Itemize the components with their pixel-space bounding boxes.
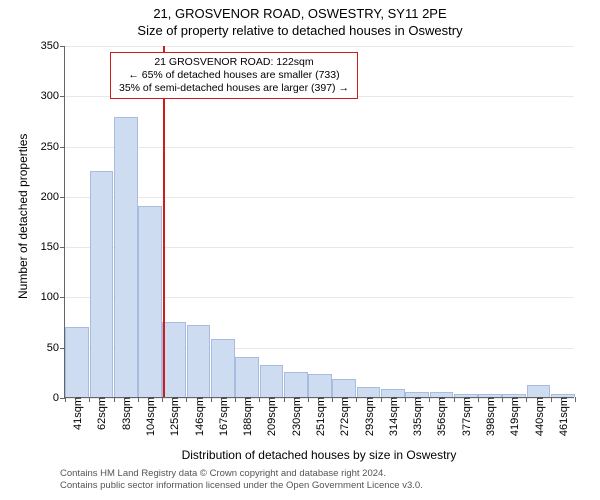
ytick-label: 150 bbox=[41, 241, 65, 253]
ytick-label: 250 bbox=[41, 141, 65, 153]
xtick-label: 272sqm bbox=[337, 397, 351, 436]
xtick-label: 293sqm bbox=[362, 397, 376, 436]
gridline bbox=[65, 46, 574, 47]
xtick-label: 419sqm bbox=[507, 397, 521, 436]
xtick-label: 440sqm bbox=[532, 397, 546, 436]
xtick-label: 83sqm bbox=[119, 397, 133, 430]
xtick-label: 125sqm bbox=[167, 397, 181, 436]
histogram-bar bbox=[381, 389, 405, 397]
ytick-label: 300 bbox=[41, 90, 65, 102]
xtick-label: 314sqm bbox=[386, 397, 400, 436]
histogram-bar bbox=[90, 171, 114, 397]
footer-line1: Contains HM Land Registry data © Crown c… bbox=[60, 468, 423, 480]
ytick-label: 100 bbox=[41, 291, 65, 303]
xtick-mark bbox=[356, 397, 357, 402]
histogram-bar bbox=[211, 339, 235, 397]
xtick-label: 230sqm bbox=[289, 397, 303, 436]
histogram-bar bbox=[527, 385, 551, 397]
histogram-bar bbox=[114, 117, 138, 397]
footer-line2: Contains public sector information licen… bbox=[60, 480, 423, 492]
chart-title-main: 21, GROSVENOR ROAD, OSWESTRY, SY11 2PE bbox=[0, 0, 600, 21]
xtick-mark bbox=[308, 397, 309, 402]
ytick-label: 200 bbox=[41, 191, 65, 203]
histogram-bar bbox=[65, 327, 89, 397]
xtick-label: 41sqm bbox=[70, 397, 84, 430]
xtick-mark bbox=[284, 397, 285, 402]
xtick-label: 146sqm bbox=[192, 397, 206, 436]
xtick-label: 62sqm bbox=[94, 397, 108, 430]
annotation-line: 21 GROSVENOR ROAD: 122sqm bbox=[119, 56, 349, 69]
histogram-bar bbox=[162, 322, 186, 397]
xtick-mark bbox=[138, 397, 139, 402]
footer-attribution: Contains HM Land Registry data © Crown c… bbox=[60, 468, 423, 493]
xtick-mark bbox=[259, 397, 260, 402]
annotation-line: ← 65% of detached houses are smaller (73… bbox=[119, 69, 349, 82]
gridline bbox=[65, 197, 574, 198]
ytick-label: 350 bbox=[41, 40, 65, 52]
chart-title-sub: Size of property relative to detached ho… bbox=[0, 21, 600, 38]
xtick-mark bbox=[478, 397, 479, 402]
histogram-bar bbox=[235, 357, 259, 397]
xtick-label: 377sqm bbox=[459, 397, 473, 436]
xtick-mark bbox=[526, 397, 527, 402]
xtick-mark bbox=[65, 397, 66, 402]
histogram-bar bbox=[138, 206, 162, 397]
ytick-label: 0 bbox=[53, 392, 65, 404]
xtick-mark bbox=[381, 397, 382, 402]
ytick-label: 50 bbox=[47, 342, 65, 354]
x-axis-label: Distribution of detached houses by size … bbox=[64, 448, 574, 462]
histogram-bar bbox=[308, 374, 332, 397]
xtick-mark bbox=[186, 397, 187, 402]
xtick-label: 461sqm bbox=[556, 397, 570, 436]
xtick-mark bbox=[235, 397, 236, 402]
xtick-mark bbox=[162, 397, 163, 402]
xtick-label: 356sqm bbox=[434, 397, 448, 436]
xtick-label: 251sqm bbox=[313, 397, 327, 436]
xtick-mark bbox=[405, 397, 406, 402]
xtick-label: 209sqm bbox=[264, 397, 278, 436]
xtick-label: 398sqm bbox=[483, 397, 497, 436]
xtick-mark bbox=[429, 397, 430, 402]
xtick-mark bbox=[332, 397, 333, 402]
xtick-label: 167sqm bbox=[216, 397, 230, 436]
xtick-mark bbox=[551, 397, 552, 402]
histogram-bar bbox=[260, 365, 284, 397]
histogram-bar bbox=[187, 325, 211, 397]
annotation-line: 35% of semi-detached houses are larger (… bbox=[119, 82, 349, 95]
annotation-box: 21 GROSVENOR ROAD: 122sqm← 65% of detach… bbox=[110, 52, 358, 99]
xtick-mark bbox=[114, 397, 115, 402]
xtick-label: 335sqm bbox=[410, 397, 424, 436]
xtick-label: 188sqm bbox=[240, 397, 254, 436]
xtick-mark bbox=[89, 397, 90, 402]
chart-container: 21, GROSVENOR ROAD, OSWESTRY, SY11 2PE S… bbox=[0, 0, 600, 500]
gridline bbox=[65, 147, 574, 148]
histogram-bar bbox=[357, 387, 381, 397]
xtick-mark bbox=[575, 397, 576, 402]
xtick-mark bbox=[211, 397, 212, 402]
y-axis-label: Number of detached properties bbox=[16, 134, 30, 299]
xtick-mark bbox=[502, 397, 503, 402]
histogram-bar bbox=[284, 372, 308, 397]
xtick-label: 104sqm bbox=[143, 397, 157, 436]
xtick-mark bbox=[454, 397, 455, 402]
histogram-bar bbox=[332, 379, 356, 397]
